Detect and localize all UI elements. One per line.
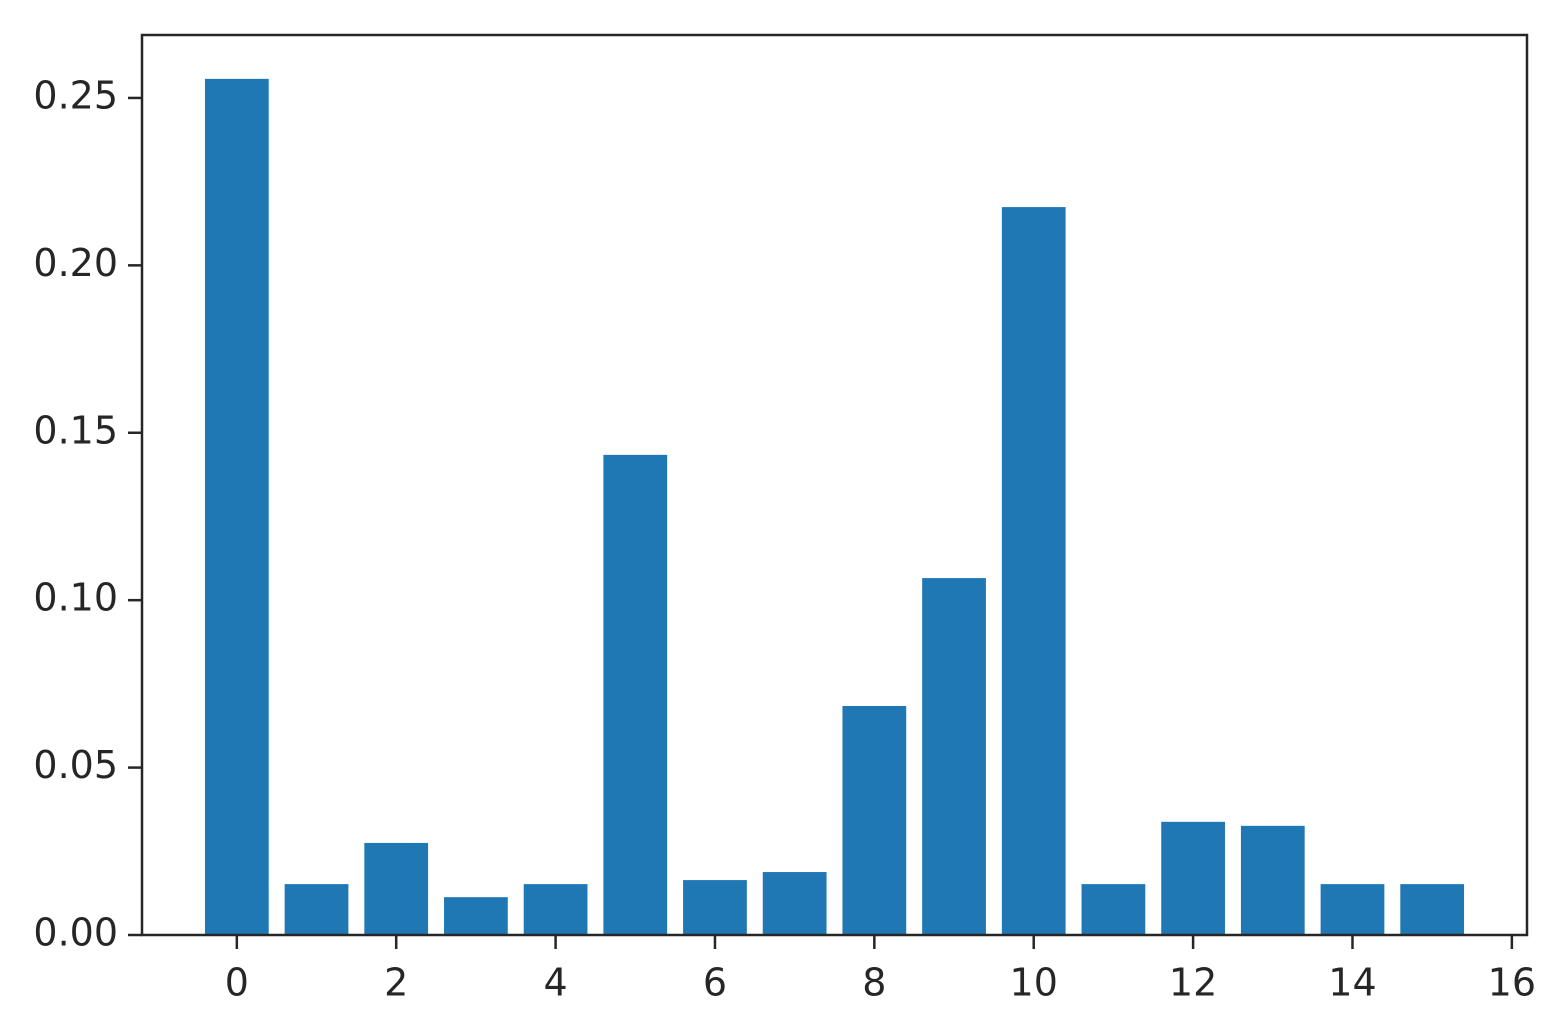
bar [1161,821,1225,935]
bar [1320,884,1385,935]
y-tick-label: 0.15 [33,408,118,452]
bar [683,880,747,935]
bar [1081,884,1146,935]
bar [444,897,508,935]
y-tick-label: 0.10 [33,576,118,620]
axes-frame [140,33,1529,937]
bar [1001,207,1066,936]
bar [842,705,907,935]
x-tick-label: 2 [384,961,408,1005]
y-tick-label: 0.05 [33,743,118,787]
bar [1240,825,1305,935]
x-tick-label: 4 [543,961,567,1005]
y-tick-label: 0.20 [33,241,118,285]
y-tick-label: 0.00 [33,911,118,955]
bar [284,884,349,935]
bar [364,842,429,935]
y-tick-label: 0.25 [33,73,118,117]
x-tick-label: 8 [862,961,886,1005]
bar [523,884,588,935]
bar [922,578,986,935]
x-tick-label: 10 [1010,961,1058,1005]
bar [603,454,668,935]
x-tick-label: 16 [1488,961,1536,1005]
bar [1400,884,1465,935]
plot-area [142,35,1527,935]
x-tick-label: 14 [1328,961,1376,1005]
bar [204,78,269,935]
x-tick-label: 12 [1169,961,1217,1005]
bars [204,78,1465,936]
x-tick-label: 0 [225,961,249,1005]
x-tick-label: 6 [703,961,727,1005]
bar [762,872,827,935]
